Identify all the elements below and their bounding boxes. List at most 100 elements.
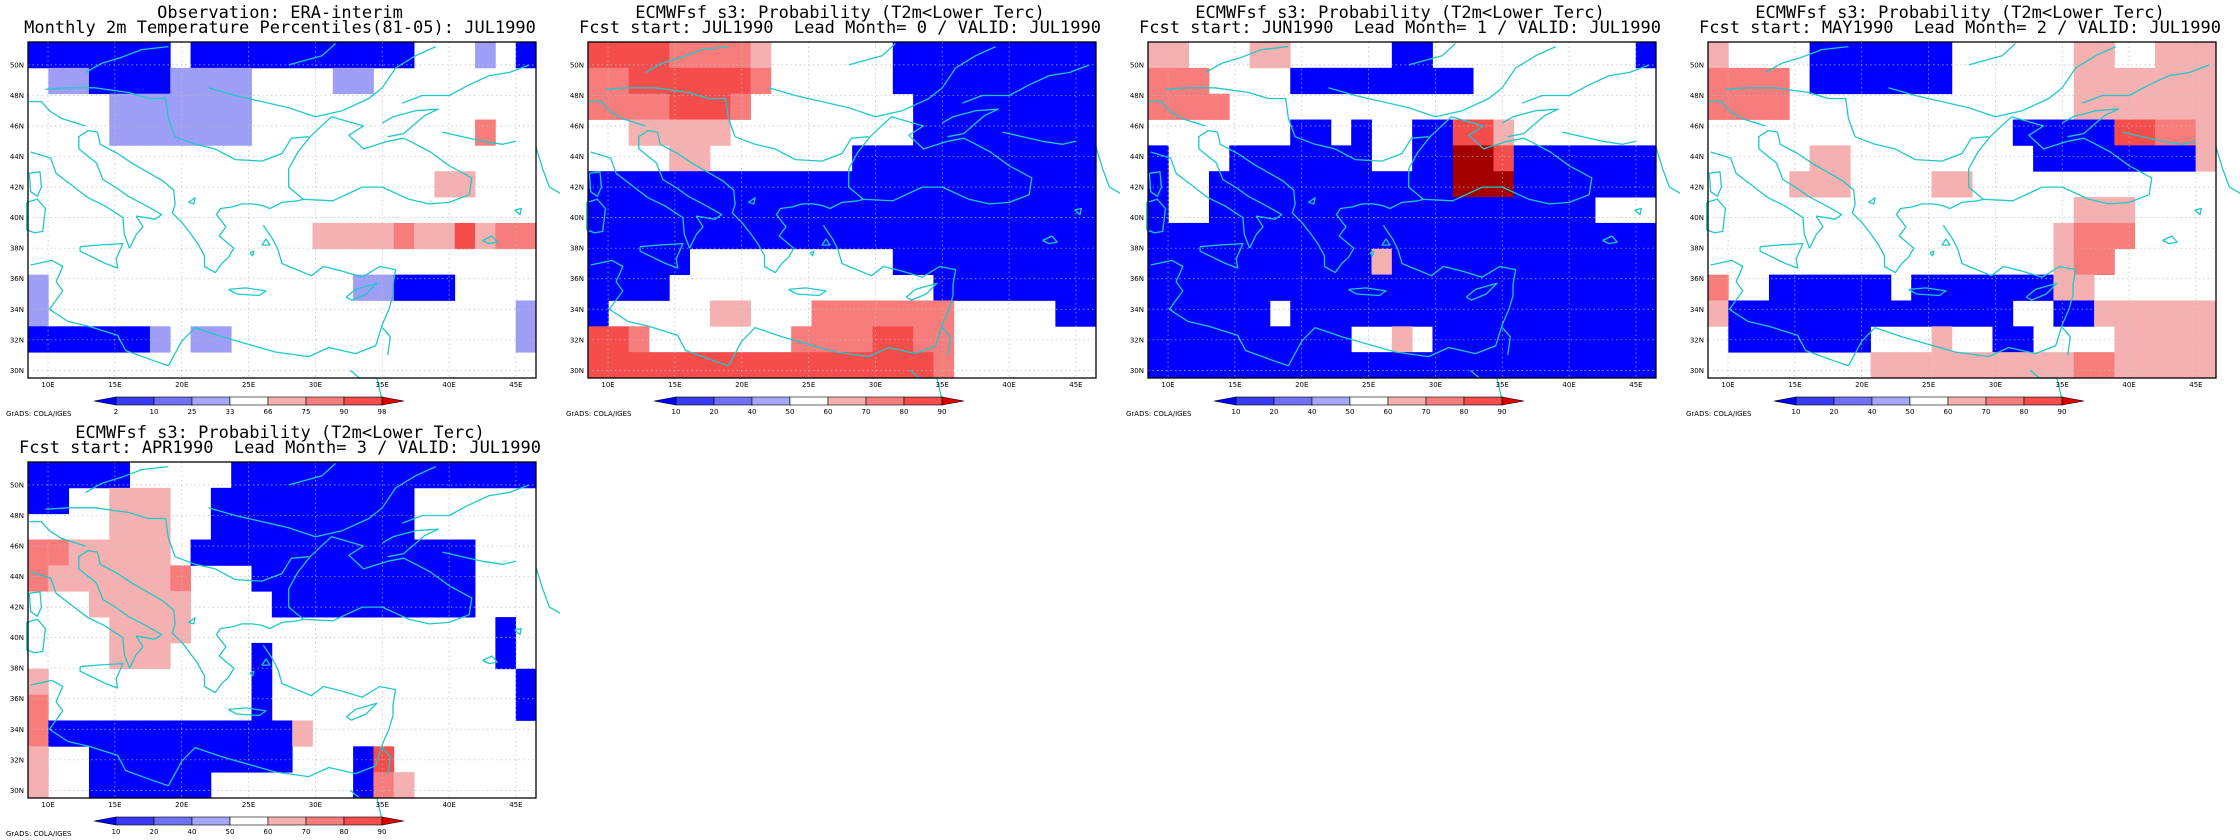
grid-cell (933, 171, 955, 198)
grid-cell (953, 42, 975, 69)
lat-tick-label: 34N (1690, 306, 1704, 314)
map-canvas: 50N 48N 46N 44N 42N 40N 38N 36N 34N 32N 30N 10E 15E 2… (10, 461, 560, 820)
grid-cell (190, 93, 212, 120)
lat-tick-label: 42N (1130, 184, 1144, 192)
grid-cell (88, 565, 110, 592)
lat-tick-label: 42N (1690, 184, 1704, 192)
lon-tick-label: 15E (108, 381, 121, 389)
grid-cell (791, 222, 812, 250)
grid-cell (1574, 248, 1596, 276)
grid-cell (892, 197, 914, 224)
grid-cell (933, 145, 955, 172)
grid-cell (271, 539, 293, 566)
grid-cell (129, 119, 151, 146)
grid-cell (1534, 300, 1555, 327)
grid-cell (1330, 197, 1352, 224)
grid-cell (1554, 326, 1576, 353)
grid-cell (913, 197, 934, 224)
colorbar-swatch (789, 396, 829, 406)
colorbar-arrow-right (381, 396, 405, 406)
grid-cell (231, 720, 252, 747)
grid-cell (1452, 67, 1474, 95)
lat-tick-label: 46N (10, 123, 24, 131)
grid-cell (994, 248, 1016, 276)
grid-cell (953, 248, 975, 276)
grid-cell (1473, 119, 1494, 146)
grid-cell (1432, 119, 1454, 146)
grid-cell (332, 487, 354, 515)
grid-cell (648, 222, 670, 250)
colorbar-tick-label: 10 (1792, 408, 1801, 416)
colorbar-tick-label: 10 (112, 828, 121, 836)
grid-cell (1330, 171, 1352, 198)
grid-cell (312, 591, 334, 618)
coastline (381, 327, 391, 356)
grid-cell (2053, 300, 2075, 327)
coastline (79, 662, 124, 689)
coastline (261, 658, 271, 666)
coastline (288, 43, 336, 66)
grid-cell (1391, 171, 1413, 198)
grid-cell (933, 197, 955, 224)
grid-cell (1574, 197, 1596, 224)
grid-cell (913, 119, 934, 146)
grid-cell (1014, 67, 1036, 95)
colorbar-swatch (305, 816, 345, 826)
grid-cell (1371, 171, 1393, 198)
grid-cell (1290, 222, 1311, 250)
grid-cell (892, 67, 914, 95)
grid-cell (129, 513, 151, 540)
grid-cell (1432, 222, 1454, 250)
colorbar-swatch (1909, 396, 1949, 406)
coastline (748, 197, 756, 205)
grid-cell (2012, 352, 2034, 379)
lon-tick-label: 40E (1562, 381, 1575, 389)
grid-cell (2033, 352, 2054, 379)
grid-cell (1809, 326, 1831, 353)
grid-cell (170, 93, 191, 120)
grid-cell (149, 565, 171, 592)
grid-cell (669, 67, 690, 95)
grid-cell (1850, 67, 1871, 95)
colorbar-swatch (1273, 396, 1313, 406)
colorbar-tick-label: 20 (1270, 408, 1279, 416)
panel-title-line1: Observation: ERA-interim (157, 3, 403, 23)
lon-tick-label: 40E (442, 801, 455, 809)
colorbar-swatch (713, 396, 753, 406)
grid-cell (588, 222, 609, 250)
lon-tick-label: 10E (41, 381, 54, 389)
colorbar-tick-label: 90 (340, 408, 349, 416)
lat-tick-label: 30N (570, 367, 584, 375)
grads-credit: GrADS: COLA/IGES (6, 830, 72, 838)
grid-cell (730, 67, 751, 95)
coastline (402, 64, 530, 104)
grid-cell (495, 222, 517, 250)
colorbar-swatch (1947, 396, 1987, 406)
grid-cell (1748, 326, 1770, 353)
grid-cell (1635, 222, 1657, 250)
colorbar-tick-label: 40 (1308, 408, 1317, 416)
grid-cell (149, 746, 171, 773)
grid-cell (1249, 300, 1271, 327)
grid-cell (1728, 67, 1750, 95)
grid-cell (1890, 42, 1912, 69)
grid-cell (1168, 326, 1190, 353)
grid-cell (750, 222, 772, 250)
grid-cell (648, 248, 670, 276)
grid-cell (48, 42, 70, 69)
lat-tick-label: 36N (10, 275, 24, 283)
grid-cell (1432, 352, 1454, 379)
grid-cell (1075, 93, 1097, 120)
grid-cell (109, 93, 130, 120)
map-frame (1707, 41, 2217, 379)
coastline (345, 282, 378, 301)
lat-tick-label: 48N (1690, 92, 1704, 100)
grid-cell (28, 326, 49, 353)
colorbar-tick-label: 90 (1498, 408, 1507, 416)
grid-cell (811, 300, 833, 327)
grid-cell (648, 42, 670, 69)
coastline (1501, 108, 1560, 138)
grid-cell (28, 487, 49, 515)
grid-cell (1452, 119, 1474, 146)
coastline (590, 151, 691, 249)
